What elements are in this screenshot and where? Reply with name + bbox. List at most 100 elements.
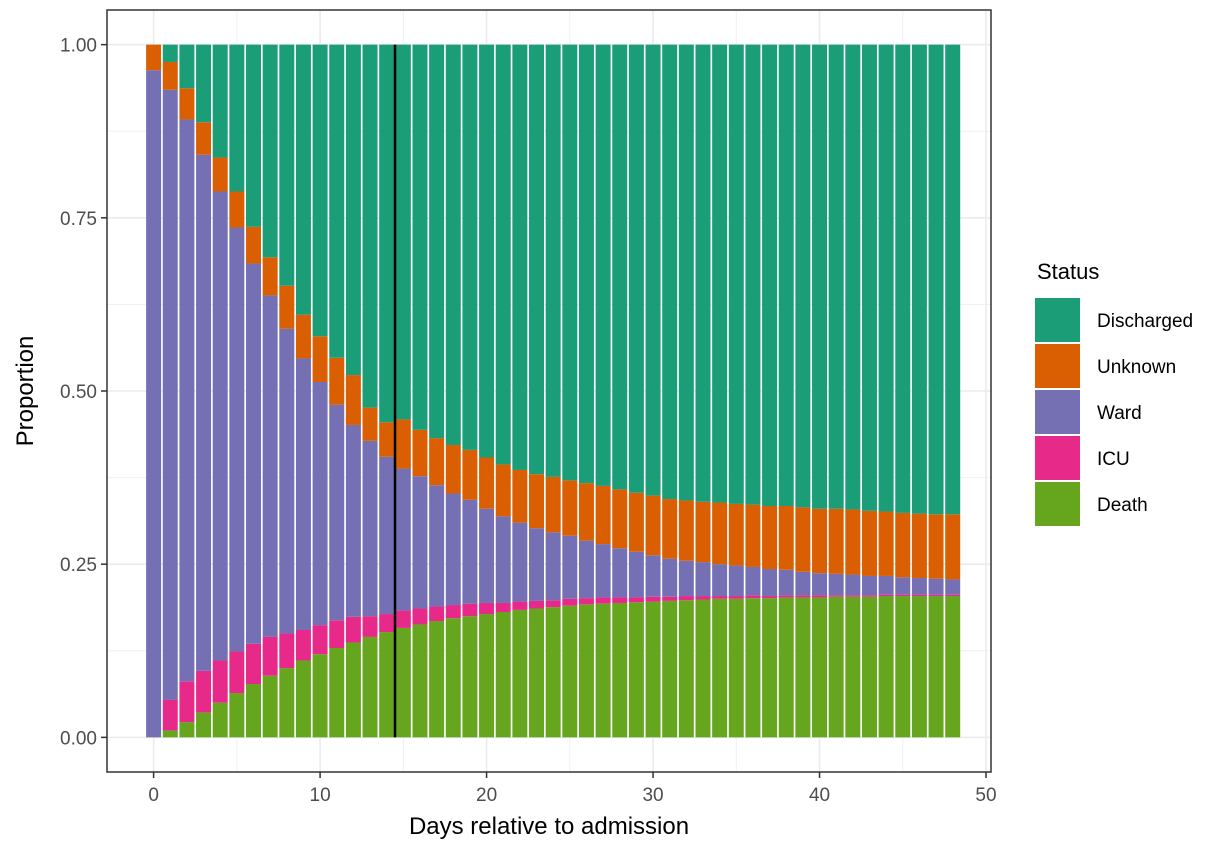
- bar-segment-unknown: [628, 492, 644, 552]
- bar-segment-discharged: [429, 44, 445, 439]
- bar-segment-unknown: [828, 508, 844, 574]
- bar-segment-unknown: [612, 489, 628, 549]
- bar-segment-ward: [279, 328, 295, 634]
- bar-segment-death: [179, 722, 195, 738]
- bars: [146, 44, 961, 738]
- bar-segment-icu: [545, 600, 561, 608]
- bar-segment-unknown: [595, 485, 611, 545]
- x-tick-label: 0: [148, 785, 159, 806]
- bar-segment-death: [662, 600, 678, 738]
- bar-segment-unknown: [762, 505, 778, 570]
- bar-segment-unknown: [379, 422, 395, 457]
- bar-segment-discharged: [562, 44, 578, 481]
- bar-segment-discharged: [795, 44, 811, 508]
- bar-segment-discharged: [262, 44, 278, 258]
- bar-segment-ward: [445, 493, 461, 606]
- legend-label-ward: Ward: [1097, 403, 1142, 424]
- bar-segment-ward: [429, 485, 445, 607]
- bar-segment-ward: [295, 358, 311, 630]
- bar-segment-icu: [762, 596, 778, 599]
- bar-segment-discharged: [745, 44, 761, 505]
- bar-segment-death: [945, 596, 961, 738]
- bar-segment-discharged: [945, 44, 961, 515]
- legend-label-unknown: Unknown: [1097, 357, 1176, 378]
- legend-label-icu: ICU: [1097, 449, 1130, 470]
- bar-segment-discharged: [495, 44, 511, 465]
- bar-segment-icu: [262, 636, 278, 676]
- bar-segment-ward: [229, 227, 245, 652]
- bar-segment-discharged: [345, 44, 361, 376]
- bar-segment-icu: [612, 597, 628, 603]
- bar-segment-death: [745, 598, 761, 738]
- bar-segment-ward: [662, 558, 678, 597]
- bar-segment-unknown: [462, 449, 478, 500]
- bar-segment-icu: [329, 620, 345, 648]
- bar-segment-ward: [812, 573, 828, 596]
- bar-segment-icu: [595, 597, 611, 604]
- legend-key-unknown: [1035, 344, 1080, 388]
- bar-segment-ward: [645, 555, 661, 597]
- bar-segment-icu: [212, 660, 228, 703]
- bar-segment-icu: [462, 603, 478, 617]
- bar-segment-death: [878, 596, 894, 738]
- bar-segment-death: [728, 598, 744, 738]
- bar-segment-death: [329, 648, 345, 738]
- bar-segment-icu: [196, 670, 212, 713]
- bar-segment-unknown: [362, 407, 378, 441]
- bar-segment-ward: [795, 571, 811, 596]
- bar-segment-unknown: [312, 336, 328, 382]
- bar-segment-death: [778, 597, 794, 738]
- bar-segment-death: [812, 597, 828, 738]
- bar-segment-ward: [246, 263, 261, 644]
- bar-segment-unknown: [712, 502, 728, 565]
- bar-segment-death: [762, 598, 778, 738]
- bar-segment-discharged: [479, 44, 495, 458]
- bar-segment-death: [246, 684, 261, 738]
- bar-segment-icu: [362, 616, 378, 637]
- bar-segment-discharged: [712, 44, 728, 503]
- bar-segment-death: [196, 712, 212, 738]
- bar-segment-discharged: [578, 44, 594, 484]
- bar-segment-death: [445, 618, 461, 738]
- bar-segment-ward: [312, 381, 328, 626]
- bar-segment-unknown: [512, 469, 528, 523]
- bar-segment-death: [312, 654, 328, 738]
- bar-segment-unknown: [861, 510, 877, 576]
- bar-segment-icu: [712, 596, 728, 599]
- bar-segment-icu: [678, 596, 694, 601]
- bar-segment-ward: [945, 579, 961, 595]
- bar-segment-unknown: [412, 429, 428, 477]
- bar-segment-death: [229, 693, 245, 738]
- bar-segment-discharged: [379, 44, 395, 423]
- bar-segment-discharged: [828, 44, 844, 509]
- bar-segment-unknown: [529, 474, 544, 529]
- bar-segment-ward: [911, 578, 927, 595]
- x-tick-label: 50: [975, 785, 996, 806]
- bar-segment-icu: [845, 595, 861, 597]
- bar-segment-ward: [196, 154, 212, 671]
- bar-segment-icu: [928, 594, 944, 597]
- bar-segment-unknown: [329, 357, 345, 405]
- bar-segment-icu: [628, 597, 644, 603]
- bar-segment-icu: [529, 600, 544, 609]
- bar-segment-ward: [412, 476, 428, 609]
- bar-segment-death: [212, 702, 228, 738]
- bar-segment-death: [562, 605, 578, 738]
- y-tick-label: 0.00: [60, 728, 97, 749]
- bar-segment-discharged: [462, 44, 478, 450]
- bar-segment-unknown: [345, 375, 361, 425]
- bar-segment-unknown: [229, 191, 245, 228]
- bar-segment-ward: [362, 440, 378, 617]
- bar-segment-ward: [545, 532, 561, 601]
- bar-segment-icu: [895, 594, 911, 597]
- bar-segment-ward: [512, 522, 528, 602]
- bar-segment-icu: [229, 651, 245, 694]
- bar-segment-death: [512, 609, 528, 738]
- bar-segment-unknown: [812, 508, 828, 574]
- bar-segment-unknown: [678, 500, 694, 561]
- bar-segment-ward: [262, 295, 278, 637]
- bar-segment-ward: [479, 508, 495, 603]
- y-tick-label: 1.00: [60, 36, 97, 57]
- bar-segment-death: [928, 596, 944, 738]
- legend-label-death: Death: [1097, 495, 1148, 516]
